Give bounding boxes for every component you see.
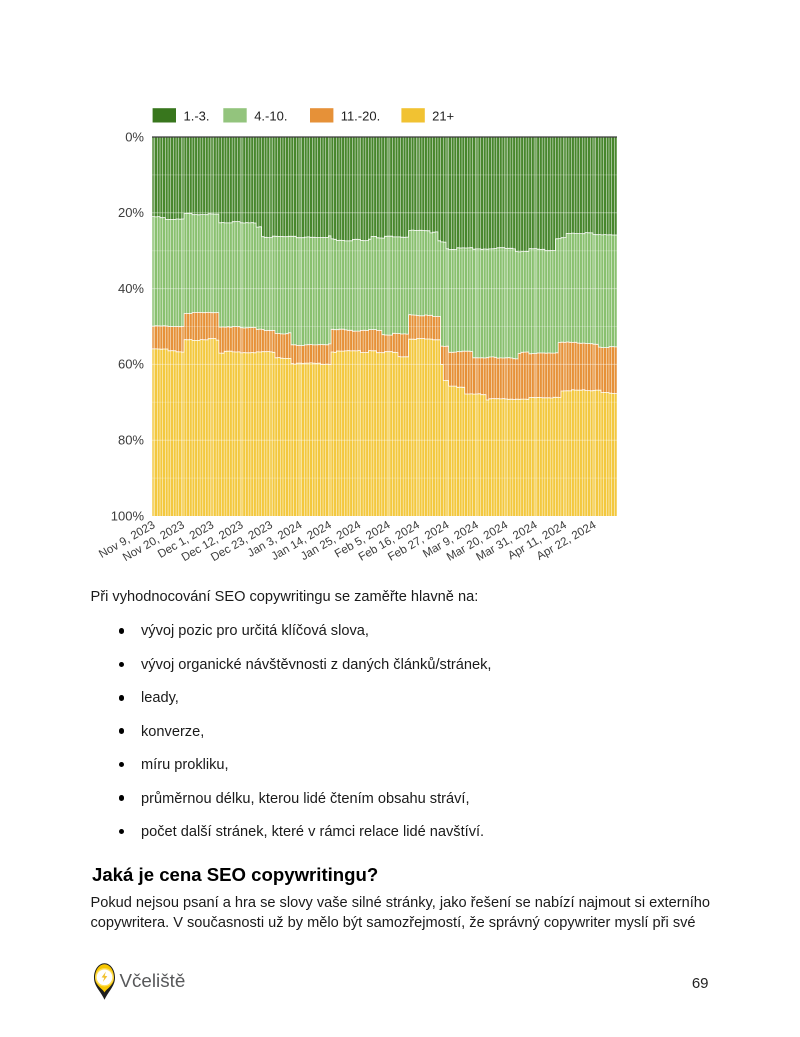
- svg-text:80%: 80%: [118, 433, 144, 448]
- svg-text:100%: 100%: [111, 508, 145, 523]
- svg-text:20%: 20%: [118, 205, 144, 220]
- svg-text:4.-10.: 4.-10.: [254, 109, 287, 124]
- svg-text:21+: 21+: [432, 109, 454, 124]
- svg-text:0%: 0%: [125, 129, 144, 144]
- svg-text:11.-20.: 11.-20.: [341, 109, 381, 124]
- svg-text:1.-3.: 1.-3.: [184, 109, 210, 124]
- svg-text:40%: 40%: [118, 281, 144, 296]
- svg-text:60%: 60%: [118, 357, 144, 372]
